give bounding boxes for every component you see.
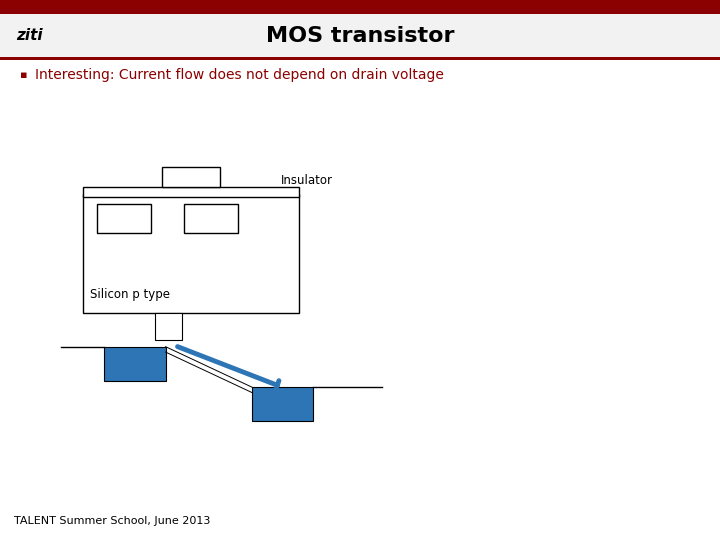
- Bar: [97, 204, 151, 233]
- Bar: [0, 57, 720, 60]
- Text: Silicon p type: Silicon p type: [90, 288, 170, 301]
- Text: Interesting: Current flow does not depend on drain voltage: Interesting: Current flow does not depen…: [35, 68, 444, 82]
- Bar: [0, 0, 720, 14]
- Bar: [162, 167, 220, 187]
- Text: Insulator: Insulator: [281, 174, 333, 187]
- Bar: [252, 387, 313, 421]
- Text: ziti: ziti: [16, 28, 42, 43]
- Bar: [155, 313, 182, 340]
- Bar: [83, 187, 299, 197]
- Text: TALENT Summer School, June 2013: TALENT Summer School, June 2013: [14, 516, 211, 526]
- Text: ▪: ▪: [20, 70, 27, 79]
- Bar: [184, 204, 238, 233]
- Bar: [83, 194, 299, 313]
- Text: MOS transistor: MOS transistor: [266, 25, 454, 46]
- Bar: [0, 14, 720, 57]
- Bar: [104, 347, 166, 381]
